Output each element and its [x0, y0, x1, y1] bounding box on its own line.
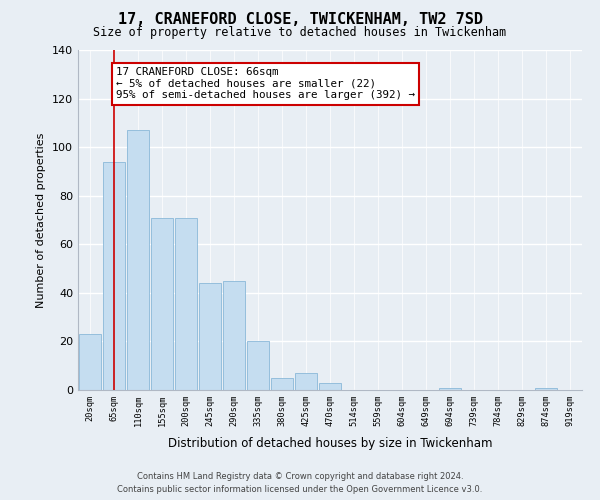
Text: 17 CRANEFORD CLOSE: 66sqm
← 5% of detached houses are smaller (22)
95% of semi-d: 17 CRANEFORD CLOSE: 66sqm ← 5% of detach… [116, 67, 415, 100]
Bar [103, 162, 125, 390]
Bar [535, 388, 557, 390]
Bar [439, 388, 461, 390]
Bar [175, 218, 197, 390]
Bar [127, 130, 149, 390]
Text: Contains HM Land Registry data © Crown copyright and database right 2024.
Contai: Contains HM Land Registry data © Crown c… [118, 472, 482, 494]
Bar [151, 218, 173, 390]
Bar [199, 283, 221, 390]
Text: Size of property relative to detached houses in Twickenham: Size of property relative to detached ho… [94, 26, 506, 39]
Bar [319, 382, 341, 390]
Bar [271, 378, 293, 390]
Text: 17, CRANEFORD CLOSE, TWICKENHAM, TW2 7SD: 17, CRANEFORD CLOSE, TWICKENHAM, TW2 7SD [118, 12, 482, 28]
Bar [295, 373, 317, 390]
Bar [223, 280, 245, 390]
X-axis label: Distribution of detached houses by size in Twickenham: Distribution of detached houses by size … [168, 438, 492, 450]
Y-axis label: Number of detached properties: Number of detached properties [37, 132, 46, 308]
Bar [79, 334, 101, 390]
Bar [247, 342, 269, 390]
